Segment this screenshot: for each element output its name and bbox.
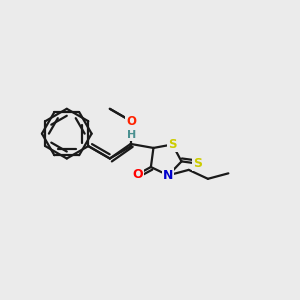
- Text: S: S: [193, 157, 202, 170]
- Text: S: S: [168, 138, 177, 151]
- Text: H: H: [128, 130, 137, 140]
- Text: O: O: [133, 167, 143, 181]
- Text: O: O: [126, 115, 136, 128]
- Text: N: N: [163, 169, 173, 182]
